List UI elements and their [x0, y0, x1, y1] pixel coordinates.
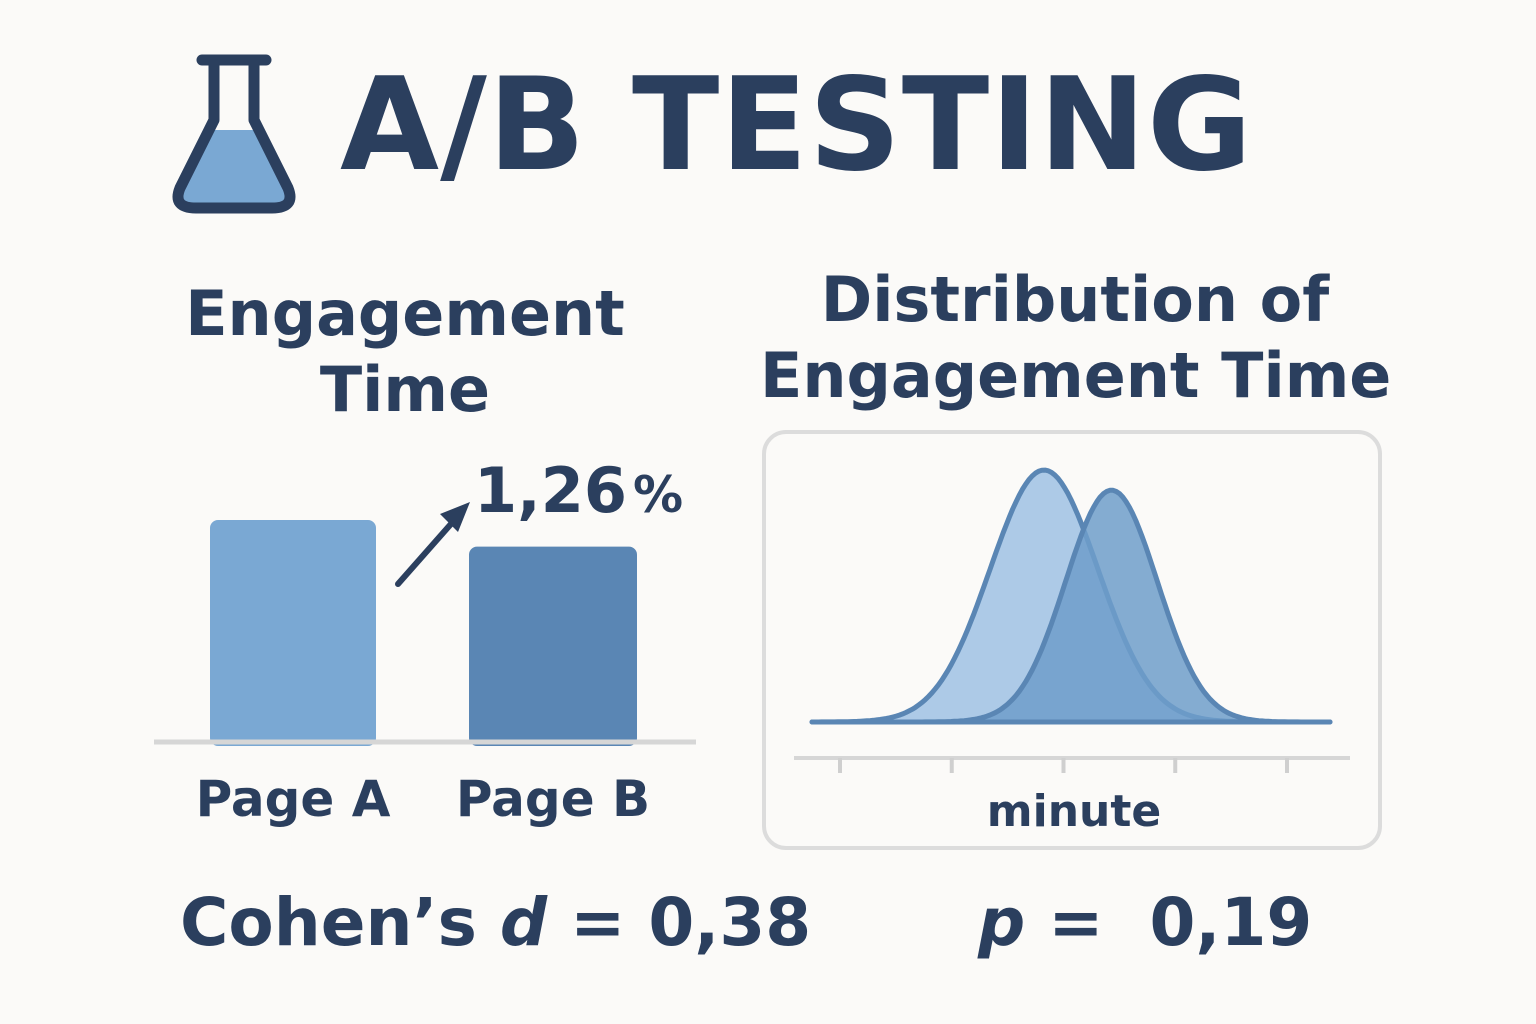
- arrow-up-right-icon: [395, 502, 470, 587]
- page-title: A/B TESTING: [340, 51, 1253, 200]
- p-value-stat: p = 0,19: [978, 890, 1312, 956]
- cohens-d-stat: Cohen’s d = 0,38: [180, 890, 811, 956]
- distribution-chart-title: Distribution of Engagement Time: [760, 262, 1392, 414]
- bar-chart-title-line-1: Engagement: [185, 277, 625, 350]
- category-label-page-a: Page A: [196, 770, 391, 828]
- category-label-page-b: Page B: [456, 770, 650, 828]
- cohens-d-value: = 0,38: [570, 884, 812, 961]
- bar-page-a: [210, 520, 376, 746]
- p-value-symbol: p: [978, 884, 1026, 961]
- x-axis-ticks: [838, 758, 1289, 773]
- p-value-value: = 0,19: [1048, 884, 1313, 961]
- flask-icon: [172, 54, 296, 214]
- distribution-chart: minute: [762, 430, 1382, 850]
- x-axis-label: minute: [987, 786, 1161, 837]
- bar-chart-title-line-2: Time: [319, 353, 491, 426]
- bar-chart: Page A Page B 1,26%: [154, 454, 696, 828]
- uplift-unit: %: [633, 466, 683, 524]
- bar-page-b: [469, 546, 637, 746]
- distribution-chart-title-line-1: Distribution of: [820, 263, 1330, 336]
- distribution-panel: [762, 430, 1382, 850]
- cohens-d-label: Cohen’s: [180, 884, 477, 961]
- uplift-value: 1,26: [474, 454, 627, 527]
- distribution-chart-title-line-2: Engagement Time: [760, 339, 1392, 412]
- bar-chart-title: Engagement Time: [150, 276, 660, 428]
- density-curve-page-b: [809, 487, 1333, 725]
- uplift-annotation: 1,26%: [474, 454, 683, 527]
- cohens-d-symbol: d: [499, 884, 548, 961]
